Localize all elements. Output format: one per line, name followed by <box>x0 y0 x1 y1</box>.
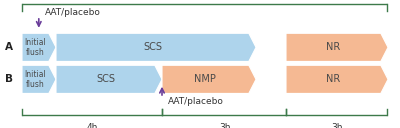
Text: NR: NR <box>326 42 340 52</box>
Polygon shape <box>56 33 256 61</box>
Polygon shape <box>286 65 388 93</box>
Polygon shape <box>22 33 56 61</box>
Text: SCS: SCS <box>143 42 162 52</box>
Text: AAT/placebo: AAT/placebo <box>168 97 224 106</box>
Polygon shape <box>56 65 162 93</box>
Text: SCS: SCS <box>96 74 115 84</box>
Polygon shape <box>286 33 388 61</box>
Polygon shape <box>22 65 56 93</box>
Text: NMP: NMP <box>194 74 216 84</box>
Text: 3h: 3h <box>219 123 230 128</box>
Text: B: B <box>5 74 13 84</box>
Text: A: A <box>5 42 13 52</box>
Text: 4h: 4h <box>86 123 98 128</box>
Text: Initial
flush: Initial flush <box>24 38 46 57</box>
Text: NR: NR <box>326 74 340 84</box>
Text: 7h: 7h <box>199 0 210 2</box>
Text: 3h: 3h <box>331 123 342 128</box>
Polygon shape <box>162 65 256 93</box>
Text: AAT/placebo: AAT/placebo <box>45 8 101 17</box>
Text: Initial
flush: Initial flush <box>24 70 46 89</box>
